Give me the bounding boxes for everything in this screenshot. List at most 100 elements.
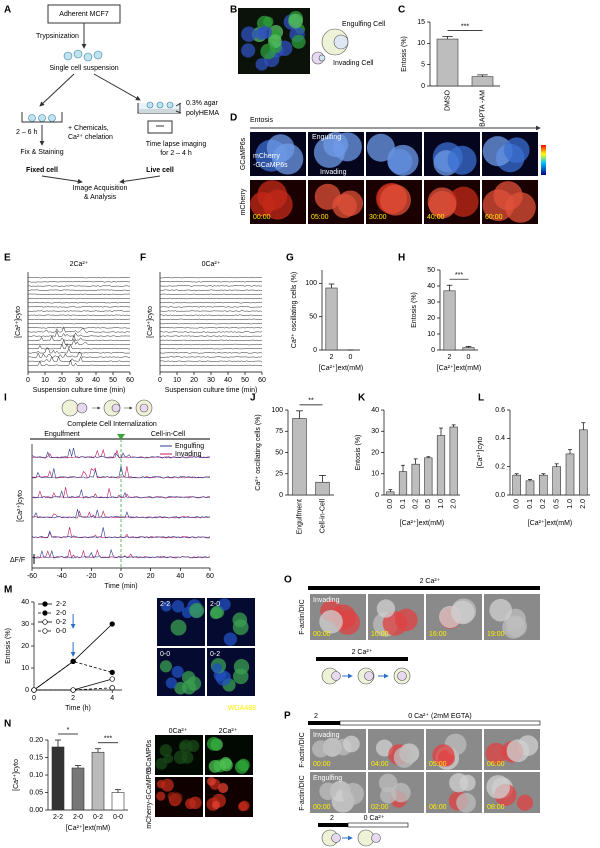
y-tick-label: 40 — [21, 599, 29, 606]
cell — [506, 739, 530, 763]
x-tick-label: 0-2 — [93, 814, 103, 821]
step: Single cell suspension — [49, 65, 118, 72]
x-tick-label: 60 — [258, 377, 266, 384]
phase: Cell-in-Cell — [151, 431, 186, 438]
cell — [447, 145, 477, 175]
condition: 0 Ca²⁺ (2mM EGTA) — [408, 713, 471, 720]
trace — [159, 314, 263, 316]
significance: * — [67, 727, 70, 734]
y-tick-label: 0.00 — [29, 807, 43, 814]
condition: 2 — [314, 713, 318, 720]
trace — [27, 330, 131, 337]
image-label: 2-2 — [160, 601, 170, 608]
cell — [258, 25, 273, 39]
legend-label: Invading — [175, 451, 202, 458]
treatment: + Chemicals, — [68, 125, 109, 132]
y-axis-label: [Ca²⁺]cyto — [17, 490, 24, 522]
panel-b: Engulfing Cell Invading Cell — [311, 21, 386, 67]
cell — [319, 610, 343, 634]
x-tick-label: 20 — [190, 377, 198, 384]
cell — [161, 778, 174, 792]
cell-schematic — [331, 671, 341, 681]
microscope — [147, 120, 173, 134]
panel-letter: G — [286, 253, 294, 264]
y-tick-label: 75 — [275, 428, 283, 435]
panel-d: Entosis GCaMP6s mCherry — [240, 117, 546, 215]
x-tick-label: 30 — [207, 377, 215, 384]
event: Complete Cell Internalization — [67, 421, 157, 428]
bar — [111, 792, 125, 811]
x-tick-label: 40 — [224, 377, 232, 384]
cell-schematic — [331, 833, 341, 843]
legend-marker — [42, 601, 48, 607]
legend-label: 0-2 — [56, 619, 66, 626]
trace — [159, 302, 263, 304]
series-line — [33, 660, 113, 691]
cell — [391, 782, 411, 803]
panel-letter: O — [284, 575, 292, 586]
cell — [341, 782, 364, 805]
y-tick-label: 0.2 — [495, 464, 505, 471]
panel-letter: J — [250, 393, 256, 404]
trace — [27, 297, 131, 300]
cell — [165, 677, 177, 689]
channel: F-actin/DIC — [299, 732, 306, 767]
panel-i-header: Complete Cell Internalization Engulfment… — [30, 399, 210, 440]
x-tick-label: 30 — [75, 377, 83, 384]
bar — [525, 480, 535, 496]
cell — [432, 744, 455, 767]
trace — [31, 466, 211, 479]
channel: F-actin/DIC — [299, 599, 306, 634]
bar — [424, 457, 433, 496]
panel-o: 2 Ca²⁺ F-actin/DIC 2 Ca²⁺ — [299, 578, 540, 661]
trace — [27, 359, 131, 367]
trace — [159, 306, 263, 308]
x-axis-label: [Ca²⁺]ext(mM) — [400, 520, 445, 527]
bar — [436, 435, 446, 496]
time-stamp: 08:00 — [487, 804, 505, 811]
trace — [31, 548, 211, 559]
x-tick-label: 0.1 — [400, 499, 407, 509]
trace — [27, 302, 131, 304]
phase: Engulfment — [44, 431, 79, 438]
y-axis-label: Entosis (%) — [355, 435, 362, 471]
x-axis-label: Time (h) — [65, 705, 91, 712]
scale-label: ΔF/F — [10, 557, 25, 564]
x-axis-label: [Ca²⁺]ext(mM) — [528, 520, 573, 527]
bar — [91, 751, 105, 811]
x-tick-label: 40 — [176, 573, 184, 580]
agar — [139, 109, 179, 113]
panel-letter: H — [398, 253, 405, 264]
x-axis-label: Time (min) — [104, 583, 137, 590]
y-tick-label: 5 — [421, 62, 425, 69]
stain: WGA488 — [228, 705, 257, 712]
label: Engulfing — [312, 134, 341, 141]
group-label: Live cell — [146, 167, 174, 174]
pointer — [175, 110, 182, 114]
trace — [27, 322, 131, 325]
trace — [27, 347, 131, 354]
legend-label: 2-2 — [56, 601, 66, 608]
y-axis-label: Entosis (%) — [401, 36, 408, 72]
bar — [436, 38, 459, 87]
cell — [486, 775, 510, 799]
x-tick-label: -20 — [86, 573, 96, 580]
y-tick-label: 10 — [427, 331, 435, 338]
bar — [292, 418, 307, 496]
cell — [335, 610, 361, 635]
cell — [156, 791, 166, 801]
bar — [579, 429, 588, 496]
bar — [552, 466, 561, 496]
panel-p: 2 0 Ca²⁺ (2mM EGTA) F-actin/DIC F-actin/… — [299, 713, 541, 828]
trace — [159, 352, 263, 354]
bar — [315, 481, 330, 496]
legend-label: 2-0 — [56, 610, 66, 617]
x-tick-label: 0 — [467, 354, 471, 361]
time-stamp: 16:00 — [429, 631, 447, 638]
x-tick-label: 20 — [147, 573, 155, 580]
cell — [207, 777, 216, 786]
cell — [171, 600, 185, 613]
arrow — [119, 175, 161, 184]
y-tick-label: 0.20 — [29, 737, 43, 744]
trace — [31, 527, 211, 539]
